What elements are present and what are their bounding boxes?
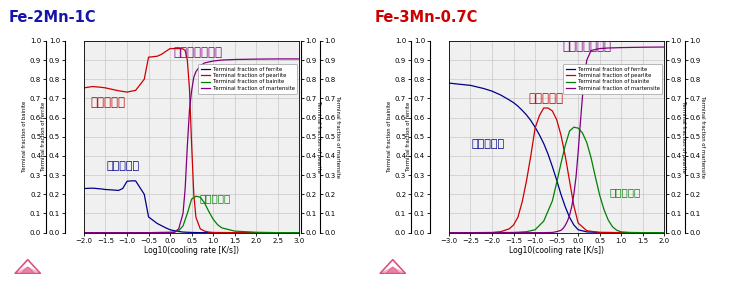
Polygon shape <box>380 267 393 274</box>
Polygon shape <box>20 267 35 274</box>
Text: Fe-3Mn-0.7C: Fe-3Mn-0.7C <box>374 10 478 25</box>
Y-axis label: Terminal fraction of pearite: Terminal fraction of pearite <box>681 101 686 173</box>
Text: マルテンサイト: マルテンサイト <box>174 46 223 59</box>
Polygon shape <box>385 267 400 274</box>
Text: Fe-2Mn-1C: Fe-2Mn-1C <box>9 10 96 25</box>
Y-axis label: Terminal fraction of ferrite: Terminal fraction of ferrite <box>41 102 46 171</box>
X-axis label: Log10(cooling rate [K/s]): Log10(cooling rate [K/s]) <box>509 246 604 255</box>
Text: パーライト: パーライト <box>529 92 564 105</box>
Y-axis label: Terminal fraction of pearite: Terminal fraction of pearite <box>316 101 321 173</box>
Text: フェライト: フェライト <box>471 139 504 149</box>
Legend: Terminal fraction of ferrite, Terminal fraction of pearlite, Terminal fraction o: Terminal fraction of ferrite, Terminal f… <box>564 64 662 94</box>
Text: パーライト: パーライト <box>90 96 125 109</box>
Text: フェライト: フェライト <box>106 160 139 171</box>
Text: マルテンサイト: マルテンサイト <box>562 40 611 53</box>
Legend: Terminal fraction of ferrite, Terminal fraction of pearlite, Terminal fraction o: Terminal fraction of ferrite, Terminal f… <box>199 64 297 94</box>
Y-axis label: Terminal fraction of bainite: Terminal fraction of bainite <box>22 101 27 172</box>
X-axis label: Log10(cooling rate [K/s]): Log10(cooling rate [K/s]) <box>144 246 239 255</box>
Polygon shape <box>28 267 41 274</box>
Y-axis label: Terminal fraction of bainite: Terminal fraction of bainite <box>387 101 392 172</box>
Text: ベイナイト: ベイナイト <box>610 187 641 197</box>
Y-axis label: Terminal fraction of martensite: Terminal fraction of martensite <box>335 96 340 178</box>
Y-axis label: Terminal fraction of ferrite: Terminal fraction of ferrite <box>406 102 411 171</box>
Text: ベイナイト: ベイナイト <box>200 193 231 203</box>
Polygon shape <box>15 267 28 274</box>
Polygon shape <box>393 267 406 274</box>
Y-axis label: Terminal fraction of martensite: Terminal fraction of martensite <box>700 96 705 178</box>
